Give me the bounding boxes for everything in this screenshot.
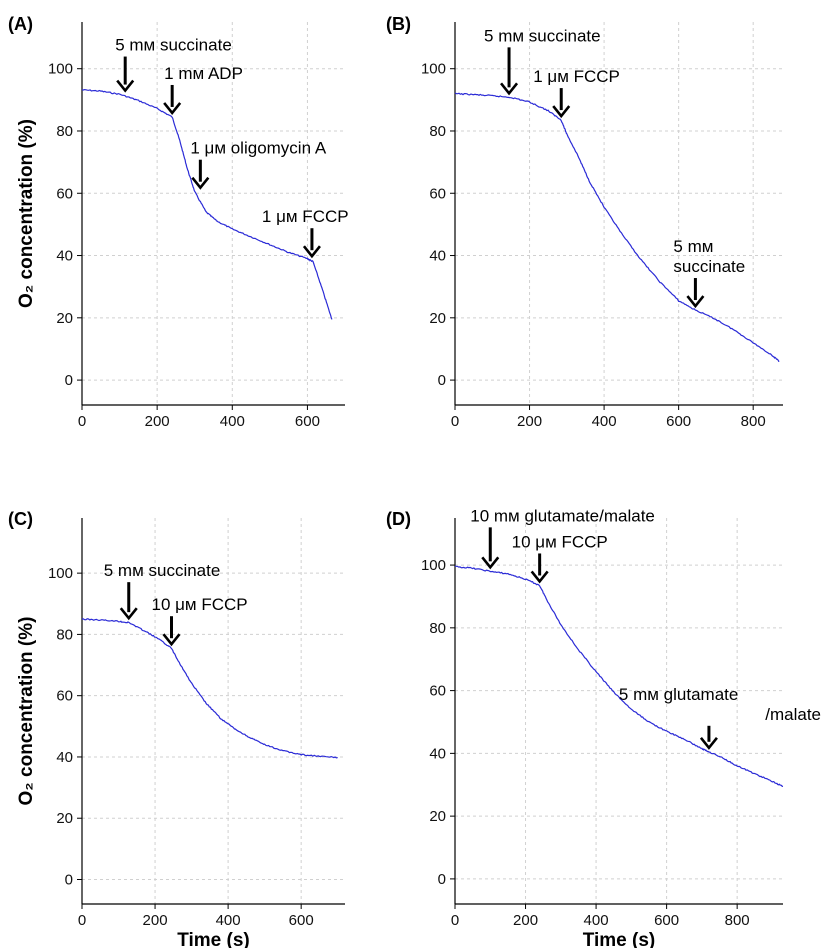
annotation-arrow	[530, 553, 549, 584]
y-tick-label: 60	[56, 688, 73, 705]
annotation-label: /malate	[765, 705, 821, 724]
annotation-arrow	[119, 582, 138, 621]
x-tick-label: 600	[295, 413, 320, 430]
x-tick-label: 400	[592, 413, 617, 430]
annotation-arrow	[191, 159, 210, 190]
annotation-arrow	[699, 725, 718, 750]
y-axis-label: O₂ concentration (%)	[16, 119, 37, 308]
y-tick-label: 40	[429, 745, 446, 762]
y-tick-label: 80	[429, 620, 446, 637]
panel-d: 0 200 400 600 800 0 20 40 60 80 100 (D) 10 mᴍ glutam…	[386, 506, 821, 948]
series-line	[454, 92, 780, 362]
x-tick-label: 0	[451, 912, 459, 929]
x-tick-label: 600	[666, 413, 691, 430]
panel-label: (B)	[386, 14, 411, 34]
y-tick-label: 0	[65, 871, 73, 888]
x-tick-label: 200	[145, 413, 170, 430]
y-axis-label: O₂ concentration (%)	[16, 617, 37, 806]
annotation-arrow	[162, 616, 181, 647]
annotation-label: 1 μᴍ oligomycin A	[190, 139, 326, 158]
annotation-label: succinate	[673, 257, 745, 276]
x-tick-label: 800	[725, 912, 750, 929]
x-tick-label: 400	[216, 912, 241, 929]
annotation-label: 10 μᴍ FCCP	[512, 532, 608, 551]
annotation-label: 10 μᴍ FCCP	[151, 595, 247, 614]
y-tick-label: 100	[421, 557, 446, 574]
y-tick-label: 20	[429, 808, 446, 825]
annotation-label: 5 mᴍ succinate	[115, 36, 232, 55]
annotation-label: 10 mᴍ glutamate/malate	[470, 506, 655, 525]
annotation-label: 5 mᴍ glutamate	[619, 685, 738, 704]
x-tick-label: 200	[143, 912, 168, 929]
y-tick-label: 100	[421, 61, 446, 78]
annotation-arrow	[552, 88, 571, 119]
y-tick-label: 60	[56, 185, 73, 202]
annotation-arrow	[500, 47, 519, 96]
x-tick-label: 600	[654, 912, 679, 929]
panel-a: 0 200 400 600 0 20 40 60 80 100 (A) 5 mᴍ succinate 1…	[8, 14, 349, 430]
series-line	[454, 565, 784, 788]
series-line	[81, 618, 338, 759]
annotation-arrow	[686, 278, 705, 309]
annotation-label: 5 mᴍ succinate	[104, 561, 221, 580]
x-tick-label: 400	[584, 912, 609, 929]
y-tick-label: 80	[56, 123, 73, 140]
y-tick-label: 80	[429, 123, 446, 140]
annotation-label: 5 mᴍ succinate	[484, 26, 601, 45]
y-tick-label: 20	[56, 310, 73, 327]
y-tick-label: 20	[56, 810, 73, 827]
y-tick-label: 100	[48, 565, 73, 582]
annotation-arrow	[116, 56, 135, 93]
x-tick-label: 0	[451, 413, 459, 430]
x-tick-label: 800	[741, 413, 766, 430]
y-tick-label: 40	[56, 248, 73, 265]
annotation-arrow	[302, 228, 321, 259]
x-tick-label: 0	[78, 912, 86, 929]
annotation-arrow	[481, 527, 500, 570]
panel-b: 0 200 400 600 800 0 20 40 60 80 100 (B) 5 mᴍ succina…	[386, 14, 783, 430]
annotation-label: 1 μᴍ FCCP	[262, 207, 349, 226]
x-axis-label: Time (s)	[583, 930, 656, 948]
panel-label: (C)	[8, 509, 33, 529]
y-tick-label: 0	[438, 372, 446, 389]
annotation-arrow	[163, 84, 182, 116]
x-tick-label: 400	[220, 413, 245, 430]
annotation-label: 1 mᴍ ADP	[164, 64, 243, 83]
x-tick-label: 200	[517, 413, 542, 430]
panel-label: (A)	[8, 14, 33, 34]
annotation-label: 1 μᴍ FCCP	[533, 67, 620, 86]
y-tick-label: 80	[56, 626, 73, 643]
annotation-label: 5 mᴍ	[673, 237, 713, 256]
panel-c: 0 200 400 600 0 20 40 60 80 100 (C) 5 mᴍ succinate 1…	[8, 509, 345, 948]
y-tick-label: 40	[429, 248, 446, 265]
y-tick-label: 40	[56, 749, 73, 766]
y-tick-label: 100	[48, 61, 73, 78]
series-line	[81, 88, 333, 320]
y-tick-label: 20	[429, 310, 446, 327]
x-tick-label: 200	[513, 912, 538, 929]
x-tick-label: 0	[78, 413, 86, 430]
y-tick-label: 0	[65, 372, 73, 389]
x-tick-label: 600	[289, 912, 314, 929]
y-tick-label: 60	[429, 185, 446, 202]
panel-label: (D)	[386, 509, 411, 529]
x-axis-label: Time (s)	[177, 930, 250, 948]
y-tick-label: 0	[438, 871, 446, 888]
y-tick-label: 60	[429, 683, 446, 700]
